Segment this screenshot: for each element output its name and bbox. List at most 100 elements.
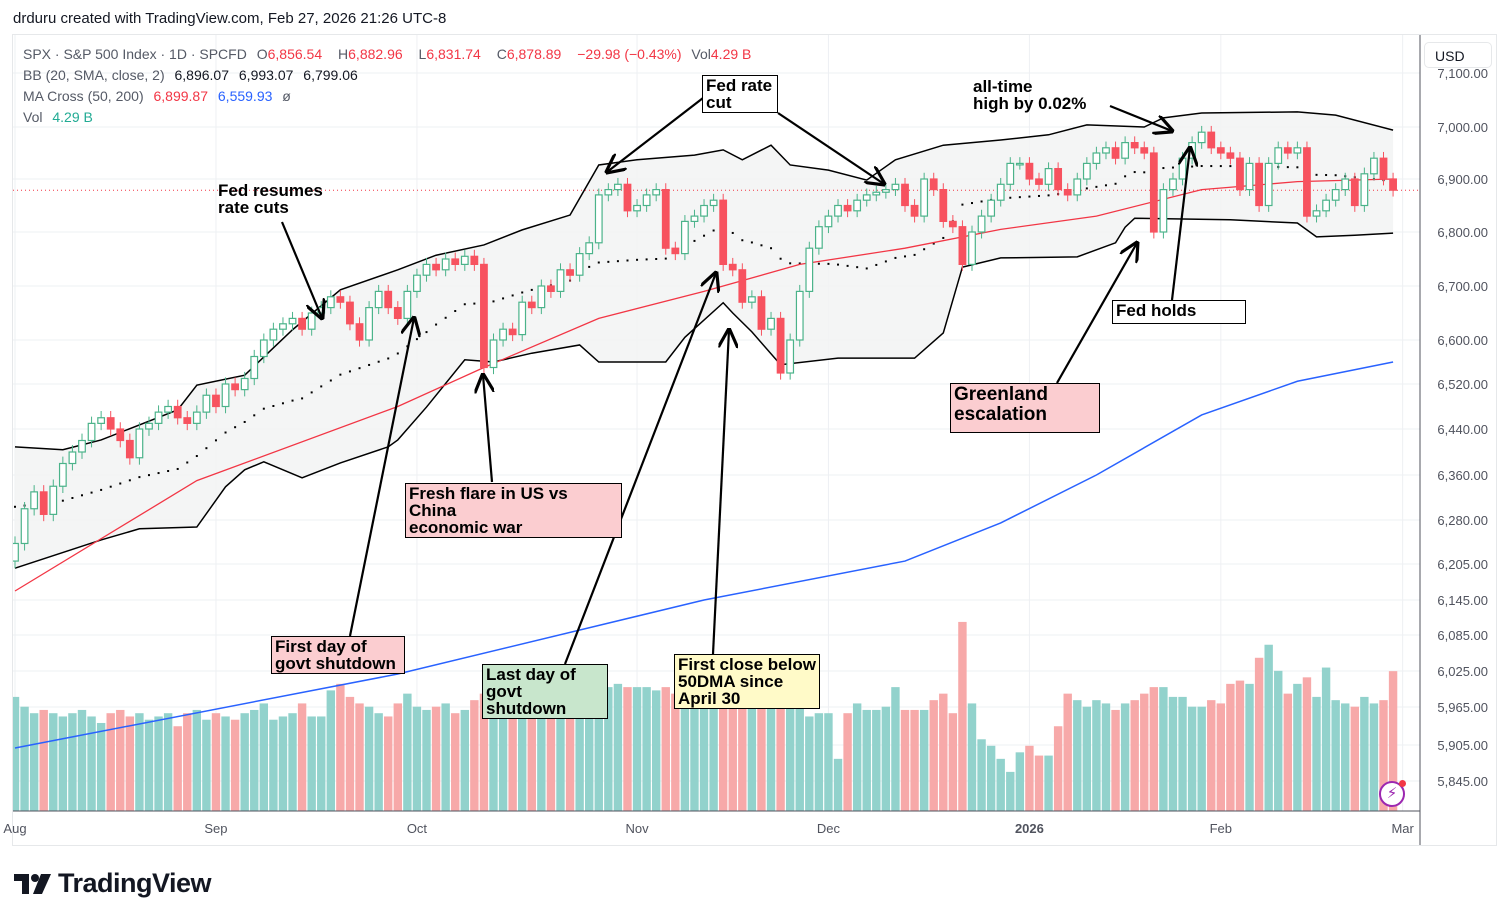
bb-upper: 6,993.07 bbox=[238, 67, 294, 83]
candle-body bbox=[298, 317, 306, 330]
volume-bar bbox=[173, 726, 182, 811]
bb-basis-dot bbox=[272, 404, 275, 407]
x-tick-label: 2026 bbox=[1015, 821, 1044, 836]
volume-bar bbox=[575, 700, 584, 811]
lightning-icon[interactable]: ⚡ bbox=[1379, 780, 1406, 807]
ma50-line bbox=[14, 178, 1394, 592]
bb-basis-dot bbox=[626, 259, 629, 262]
volume-bar bbox=[757, 683, 766, 811]
volume-bar bbox=[1388, 671, 1398, 811]
y-tick-label: 6,145.00 bbox=[1437, 593, 1488, 608]
time-axis[interactable]: Aug Sep Oct Nov Dec 2026 Feb Mar bbox=[3, 821, 1414, 836]
volume-bar bbox=[355, 703, 364, 811]
legend-symbol[interactable]: SPX · S&P 500 Index · 1D · SPCFD bbox=[23, 46, 247, 62]
candle-body bbox=[451, 258, 460, 266]
bb-basis-dot bbox=[731, 231, 734, 234]
bb-basis-dot bbox=[846, 264, 849, 267]
candle-body bbox=[1044, 168, 1053, 185]
candle-body bbox=[202, 394, 211, 413]
candle-body bbox=[853, 199, 862, 212]
bb-basis-dot bbox=[884, 260, 887, 263]
candle-body bbox=[929, 178, 938, 191]
volume-bar bbox=[479, 693, 489, 811]
bb-basis-dot bbox=[339, 373, 342, 376]
candle-body bbox=[1274, 147, 1283, 165]
bb-basis-dot bbox=[320, 385, 323, 388]
y-tick-label: 6,360.00 bbox=[1437, 468, 1488, 483]
bb-basis-dot bbox=[597, 261, 600, 264]
candle-body bbox=[384, 290, 393, 309]
volume-bar bbox=[881, 706, 891, 811]
bb-basis-dot bbox=[262, 407, 265, 410]
vol-label: Vol bbox=[691, 46, 711, 62]
y-tick-label: 6,440.00 bbox=[1437, 422, 1488, 437]
currency-button[interactable]: USD bbox=[1424, 42, 1492, 68]
candle-body bbox=[365, 307, 373, 341]
volume-bar bbox=[412, 706, 422, 811]
bb-basis-dot bbox=[1325, 174, 1328, 177]
legend-ma[interactable]: MA Cross (50, 200) 6,899.87 6,559.93 ø bbox=[23, 86, 763, 107]
volume-bar bbox=[154, 716, 163, 811]
candle-body bbox=[1092, 152, 1101, 164]
candle-body bbox=[747, 296, 756, 303]
volume-bar bbox=[986, 745, 996, 811]
close-value: 6,878.89 bbox=[506, 46, 562, 62]
volume-bar bbox=[144, 719, 154, 811]
y-tick-label: 6,700.00 bbox=[1437, 279, 1488, 294]
y-tick-label: 6,600.00 bbox=[1437, 333, 1488, 348]
candle-body bbox=[814, 226, 823, 249]
candle-body bbox=[537, 285, 546, 309]
volume-bar bbox=[1111, 709, 1120, 811]
bb-basis-dot bbox=[387, 357, 390, 360]
candle-body bbox=[269, 328, 278, 341]
bb-basis-dot bbox=[980, 200, 983, 203]
bb-basis-dot bbox=[377, 360, 380, 363]
candle-body bbox=[547, 285, 555, 293]
legend-vol[interactable]: Vol 4.29 B bbox=[23, 107, 763, 128]
bb-basis-dot bbox=[1133, 171, 1136, 174]
volume-bar bbox=[1006, 771, 1015, 811]
volume-bar bbox=[106, 713, 115, 811]
candle-body bbox=[1303, 147, 1311, 217]
volume-bar bbox=[240, 713, 249, 811]
arrow-ath bbox=[1109, 104, 1172, 131]
bb-basis-dot bbox=[214, 439, 217, 442]
volume-bar bbox=[1120, 703, 1130, 811]
volume-bar bbox=[1331, 700, 1340, 811]
bb-basis-dot bbox=[71, 496, 74, 499]
tradingview-logo[interactable]: TradingView bbox=[14, 868, 212, 899]
bb-basis-dot bbox=[741, 239, 744, 242]
bb-basis-dot bbox=[176, 467, 179, 470]
annotation-fed-resumes: Fed resumes rate cuts bbox=[218, 181, 323, 217]
volume-bar bbox=[843, 713, 852, 811]
candle-body bbox=[106, 417, 115, 430]
volume-bar bbox=[1321, 667, 1331, 811]
bb-lower: 6,799.06 bbox=[303, 67, 358, 83]
volume-bar bbox=[613, 683, 623, 811]
volume-bar bbox=[1140, 693, 1149, 811]
candle-body bbox=[1389, 178, 1397, 191]
bb-basis-dot bbox=[664, 257, 667, 260]
candle-body bbox=[13, 542, 19, 562]
bb-basis-dot bbox=[157, 472, 160, 475]
volume-bar bbox=[1341, 703, 1350, 811]
legend-bb[interactable]: BB (20, SMA, close, 2) 6,896.07 6,993.07… bbox=[23, 65, 763, 86]
volume-bar bbox=[1053, 726, 1063, 811]
price-axis[interactable]: 7,100.00 7,000.00 6,900.00 6,800.00 6,700.00… bbox=[1437, 66, 1488, 789]
volume-bar bbox=[183, 713, 192, 811]
volume-bar bbox=[709, 690, 718, 811]
annotation-shutdown-last: Last day of govt shutdown bbox=[482, 664, 608, 719]
candle-body bbox=[948, 220, 957, 228]
candle-body bbox=[68, 451, 77, 465]
candle-body bbox=[642, 194, 651, 207]
candle-body bbox=[135, 428, 144, 459]
vol-value: 4.29 B bbox=[710, 46, 752, 62]
bb-basis-dot bbox=[444, 316, 447, 319]
y-tick-label: 5,965.00 bbox=[1437, 700, 1488, 715]
bb-basis-dot bbox=[530, 288, 533, 291]
candle-body bbox=[700, 204, 708, 217]
volume-bar bbox=[747, 687, 757, 811]
arrow-us-china bbox=[483, 375, 492, 483]
candle-body bbox=[1207, 131, 1216, 149]
